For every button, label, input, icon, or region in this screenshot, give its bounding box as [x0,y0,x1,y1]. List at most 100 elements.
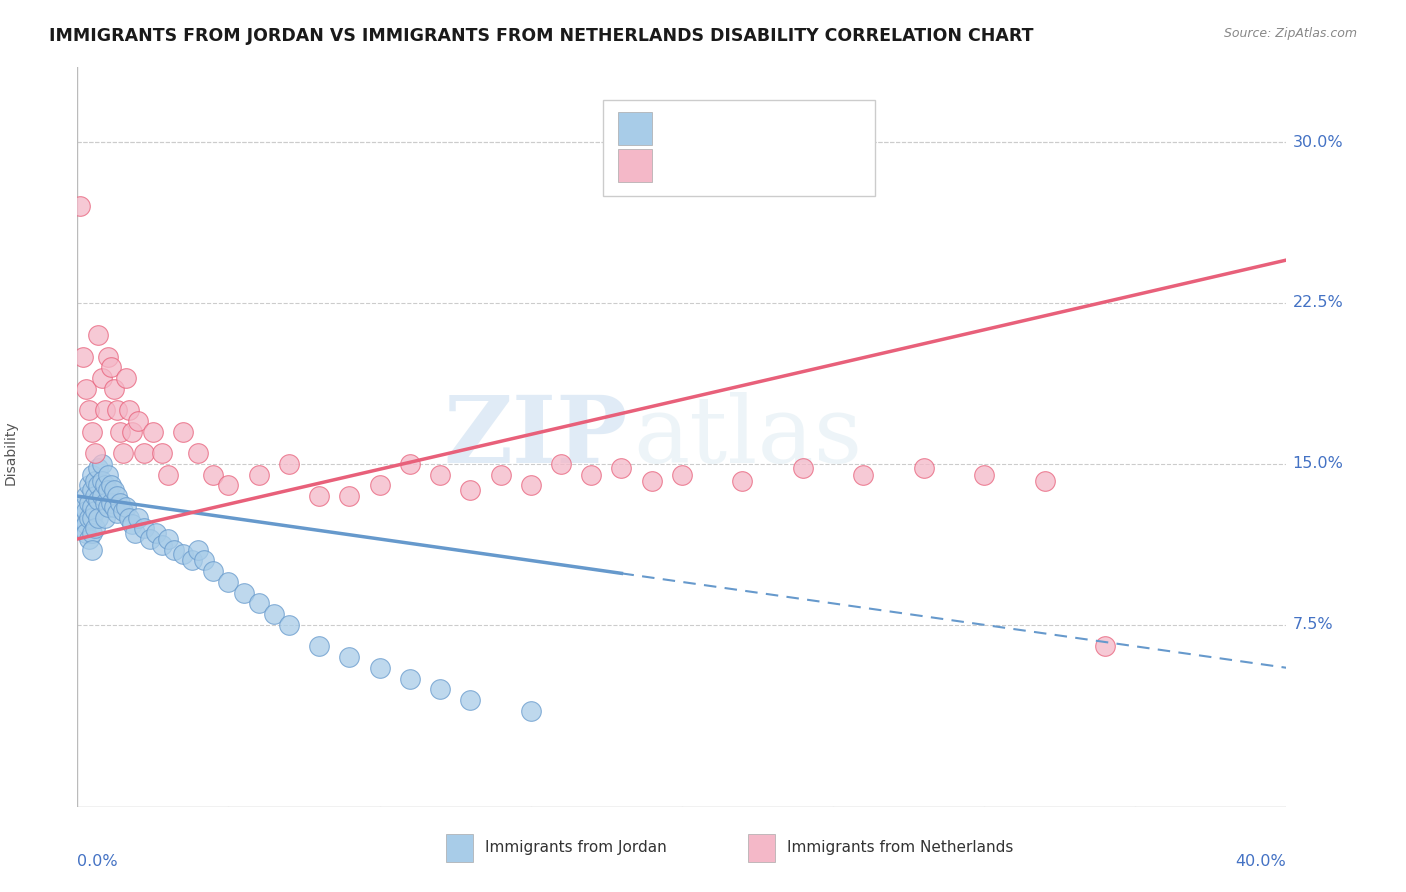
Point [72,350,94,364]
Point [121,516,143,531]
Point [181,553,204,567]
FancyBboxPatch shape [617,149,652,182]
Point [84,474,107,488]
Point [75,525,97,540]
Point [79,495,101,509]
Point [520,478,543,492]
Text: ZIP: ZIP [443,392,627,482]
Point [118,510,141,524]
Point [87,510,110,524]
Point [75,516,97,531]
Point [132,521,155,535]
Point [111,446,134,460]
Point [145,525,167,540]
Point [139,532,162,546]
Point [105,506,128,520]
Point [912,461,935,475]
Point [193,553,215,567]
Point [96,483,118,497]
Point [79,510,101,524]
Point [520,704,543,718]
Point [132,446,155,460]
Point [82,510,104,524]
Point [93,495,115,509]
Point [308,489,330,503]
Point [852,467,875,482]
Point [72,521,94,535]
Point [187,446,209,460]
FancyBboxPatch shape [617,112,652,145]
Point [72,500,94,514]
Text: 15.0%: 15.0% [1292,457,1343,471]
Point [84,521,107,535]
Point [127,414,149,428]
Point [399,672,422,686]
Point [90,474,112,488]
Text: Disability: Disability [4,421,18,485]
Point [127,510,149,524]
Point [308,640,330,654]
Point [105,489,128,503]
Point [93,403,115,417]
Point [87,493,110,508]
Point [69,510,91,524]
Point [641,474,664,488]
Point [90,371,112,385]
Point [114,500,136,514]
Point [368,661,391,675]
Point [87,328,110,343]
Point [973,467,995,482]
Point [96,350,118,364]
Point [247,596,270,610]
Point [79,403,101,417]
Point [82,525,104,540]
Point [90,457,112,471]
Point [100,360,122,375]
Point [93,478,115,492]
Point [124,525,146,540]
Text: Immigrants from Netherlands: Immigrants from Netherlands [787,840,1014,855]
Point [82,542,104,557]
Point [82,483,104,497]
Point [202,564,225,578]
Point [489,467,512,482]
Point [79,532,101,546]
Point [792,461,814,475]
Point [731,474,754,488]
Point [278,618,301,632]
Point [118,403,141,417]
Point [75,504,97,518]
Point [96,500,118,514]
Text: N =: N = [758,156,806,174]
Point [172,547,194,561]
Point [458,483,481,497]
Point [278,457,301,471]
Text: 40.0%: 40.0% [1236,855,1286,870]
Point [429,682,451,697]
Point [75,489,97,503]
Point [150,446,173,460]
Point [121,425,143,439]
FancyBboxPatch shape [748,834,775,862]
Text: 0.335: 0.335 [700,156,752,174]
Point [172,425,194,439]
Point [79,478,101,492]
Point [157,467,180,482]
Point [84,489,107,503]
Point [103,500,125,514]
Point [218,574,240,589]
Text: 0.0%: 0.0% [77,855,118,870]
Point [90,489,112,503]
Point [103,483,125,497]
Text: 30.0%: 30.0% [1292,135,1343,150]
Text: R =: R = [666,156,702,174]
FancyBboxPatch shape [603,100,876,196]
Text: Source: ZipAtlas.com: Source: ZipAtlas.com [1223,27,1357,40]
Point [108,425,131,439]
Point [337,650,360,665]
Point [108,495,131,509]
Point [157,532,180,546]
Point [671,467,693,482]
Text: -0.201: -0.201 [700,120,759,137]
Point [75,382,97,396]
